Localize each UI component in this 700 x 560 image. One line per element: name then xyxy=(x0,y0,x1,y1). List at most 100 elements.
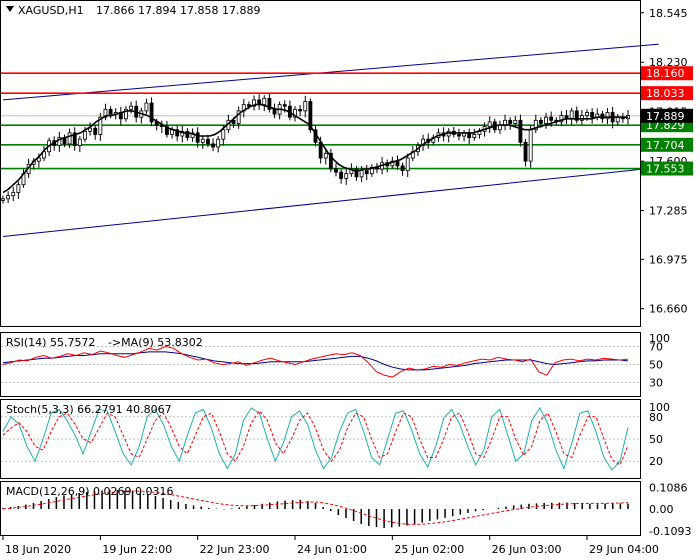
candle-body xyxy=(544,116,548,124)
collapse-triangle-icon[interactable] xyxy=(6,6,14,12)
candle-body xyxy=(175,129,180,137)
level-tag-box xyxy=(641,161,693,176)
candle-body xyxy=(1,198,5,201)
candle-body xyxy=(318,141,323,159)
candle-body xyxy=(472,134,477,138)
candle-body xyxy=(185,130,190,138)
candle-body xyxy=(170,129,174,135)
candle-body xyxy=(334,168,338,173)
candle-body xyxy=(103,108,108,118)
candle-body xyxy=(405,157,410,171)
x-tick-label: 29 Jun 04:00 xyxy=(589,543,659,556)
candle-body xyxy=(518,119,523,143)
candle-body xyxy=(513,119,518,124)
candle-body xyxy=(590,112,595,118)
stoch-tick-label: 80 xyxy=(649,411,663,424)
candle-body xyxy=(487,121,492,128)
candle-body xyxy=(569,110,574,120)
candle-body xyxy=(549,116,554,121)
x-tick-label: 24 Jun 01:00 xyxy=(297,543,367,556)
level-tag-box xyxy=(641,66,693,81)
candle-body xyxy=(308,101,313,131)
candle-body xyxy=(538,119,543,124)
rsi-ma-label: ->MA(9) 53.8302 xyxy=(108,336,203,349)
rsi-ma-line xyxy=(2,351,629,371)
low-value: 17.858 xyxy=(180,4,219,17)
level-tag-label: 18.033 xyxy=(646,87,685,100)
y-tick-label: 16.975 xyxy=(649,253,688,266)
macd-tick-label: -0.1093 xyxy=(649,525,691,538)
candle-body xyxy=(364,170,369,175)
candle-body xyxy=(400,165,405,171)
candle-body xyxy=(339,171,344,179)
x-tick-label: 26 Jun 03:00 xyxy=(492,543,562,556)
candle-body xyxy=(236,110,241,124)
candle-body xyxy=(72,132,77,146)
rsi-tick-label: 30 xyxy=(649,377,663,390)
macd-panel[interactable]: 0.1086 0.00 -0.1093 xyxy=(2,481,691,538)
candle-body xyxy=(579,115,584,121)
stochastic-panel[interactable]: 80 50 20 100 xyxy=(1,401,670,471)
candle-body xyxy=(16,184,21,193)
candle-body xyxy=(574,110,579,121)
candle-body xyxy=(328,152,333,170)
stoch-tick-label: 20 xyxy=(649,455,663,468)
close-value: 17.889 xyxy=(222,4,261,17)
candle-body xyxy=(354,168,359,178)
main-panel-frame xyxy=(0,0,641,327)
candle-body xyxy=(267,97,272,110)
candle-body xyxy=(559,115,564,123)
macd-signal-line xyxy=(2,490,629,525)
candle-body xyxy=(36,157,41,162)
candle-body xyxy=(6,195,11,200)
candle-body xyxy=(457,134,461,137)
x-tick-label: 19 Jun 22:00 xyxy=(102,543,172,556)
rsi-tick-label: 70 xyxy=(649,341,663,354)
current-price-box xyxy=(641,108,693,123)
stoch-tick-label: 50 xyxy=(649,433,663,446)
level-price-tag: 18.160 xyxy=(641,66,693,81)
stoch-top-tick-label: 100 xyxy=(649,401,670,414)
candle-body xyxy=(83,130,87,140)
candle-body xyxy=(221,129,226,140)
stoch-signal-line xyxy=(2,410,629,466)
candle-body xyxy=(421,138,426,146)
channel-line-upper xyxy=(2,43,659,101)
rsi-top-tick-label: 100 xyxy=(649,332,670,345)
main-price-panel[interactable]: 16.66016.97517.28517.60017.91518.23018.5… xyxy=(1,7,693,316)
rsi-tick-label: 50 xyxy=(649,359,663,372)
candle-body xyxy=(231,119,236,124)
candle-body xyxy=(605,112,610,120)
candle-body xyxy=(124,108,128,120)
candle-body xyxy=(67,132,72,145)
channel-line-lower xyxy=(2,166,659,238)
candle-body xyxy=(344,173,349,179)
level-tag-label: 17.704 xyxy=(646,139,685,152)
candle-body xyxy=(390,160,395,167)
candle-body xyxy=(323,152,328,159)
macd-label: MACD(12,26,9) 0.0269 0.0316 xyxy=(6,485,174,498)
candle-body xyxy=(93,127,98,135)
rsi-panel[interactable]: 70 50 30 100 xyxy=(1,332,670,390)
candle-body xyxy=(585,112,589,117)
candle-body xyxy=(262,97,267,106)
level-tag-box xyxy=(641,137,693,152)
candle-body xyxy=(11,192,16,197)
level-price-tag: 18.033 xyxy=(641,86,693,101)
y-tick-label: 17.285 xyxy=(649,205,688,218)
level-price-tag: 17.553 xyxy=(641,161,693,176)
macd-tick-label: 0.1086 xyxy=(649,481,688,494)
high-value: 17.894 xyxy=(138,4,177,17)
level-tag-label: 18.160 xyxy=(646,67,685,80)
candle-body xyxy=(216,138,221,148)
price-moving-average xyxy=(2,103,628,194)
level-price-tag: 17.704 xyxy=(641,137,693,152)
symbol-label: XAGUSD,H1 xyxy=(18,4,84,17)
stoch-main-line xyxy=(2,406,629,471)
candle-body xyxy=(293,108,297,118)
main-header: XAGUSD,H1 17.866 17.894 17.858 17.889 xyxy=(6,4,261,17)
x-tick-label: 22 Jun 23:00 xyxy=(200,543,270,556)
candle-body xyxy=(600,113,605,120)
rsi-label: RSI(14) 55.7572 xyxy=(6,336,95,349)
